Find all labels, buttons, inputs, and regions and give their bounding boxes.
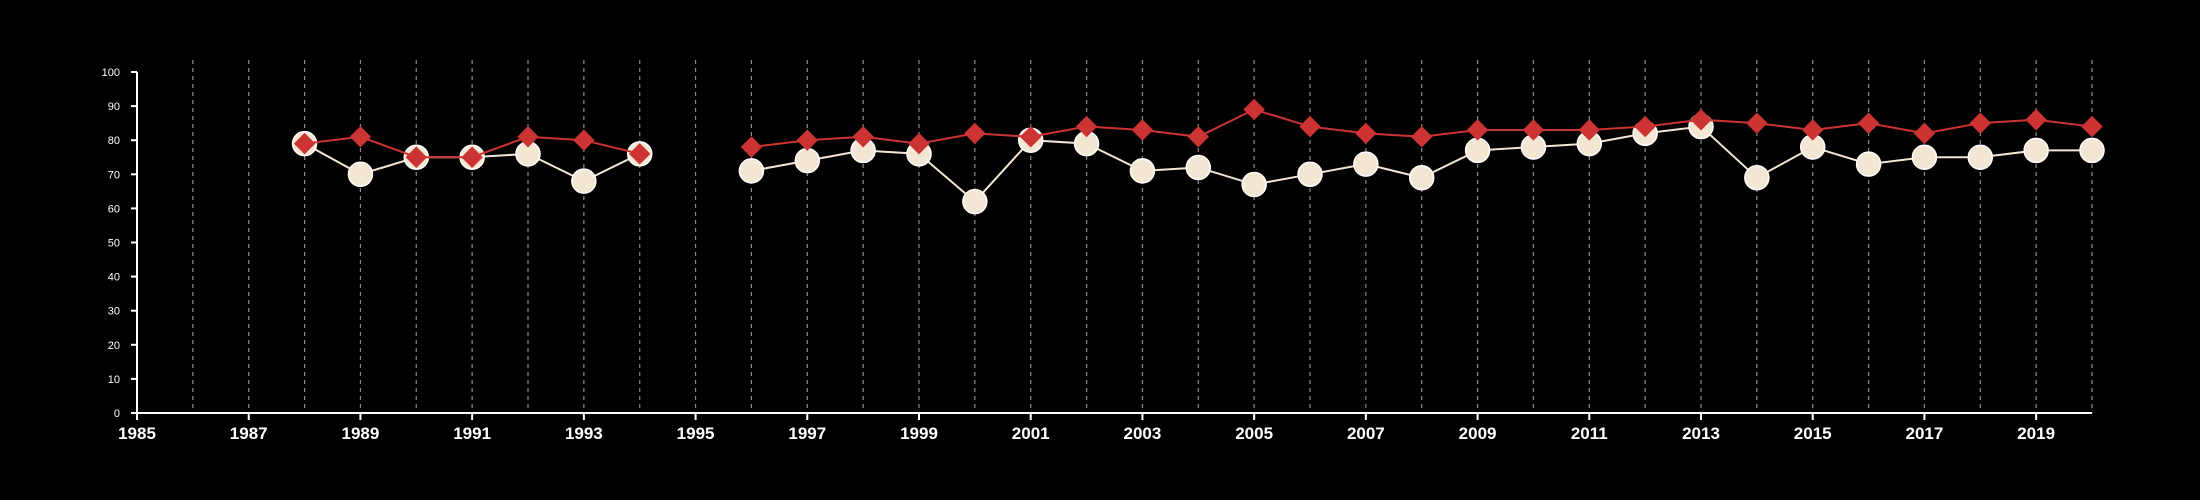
x-tick-label-2011: 2011: [1571, 424, 1608, 443]
point-diamond-2009: [1466, 119, 1489, 141]
x-tick-label-2015: 2015: [1794, 424, 1832, 443]
point-diamond-1992: [517, 126, 539, 148]
point-diamond-2020: [2081, 115, 2103, 138]
point-diamond-2002: [1075, 115, 1098, 138]
point-diamond-2010: [1522, 119, 1545, 141]
x-tick-label-2019: 2019: [2017, 424, 2055, 443]
vertical-grid: [192, 60, 2093, 413]
x-tick-label-2013: 2013: [1682, 424, 1720, 443]
point-diamond-2004: [1187, 126, 1209, 148]
point-diamond-2006: [1299, 115, 1321, 138]
point-diamond-2017: [1913, 122, 1936, 145]
point-diamond-2015: [1802, 119, 1824, 141]
point-circle-2020: [2079, 137, 2105, 164]
point-circle-2019: [2023, 137, 2049, 164]
point-circle-2018: [1967, 144, 1994, 170]
point-circle-2009: [1464, 137, 1491, 164]
x-tick-label-2009: 2009: [1459, 424, 1497, 443]
x-tick-label-1985: 1985: [118, 424, 156, 443]
point-diamond-1999: [908, 132, 930, 155]
point-circle-1989: [347, 161, 374, 188]
point-diamond-2016: [1857, 112, 1880, 134]
point-diamond-1993: [573, 129, 595, 151]
point-diamond-2001: [1020, 126, 1042, 148]
point-circle-2014: [1744, 164, 1770, 191]
point-diamond-2013: [1690, 109, 1712, 131]
y-tick-label-50: 50: [108, 238, 120, 250]
point-diamond-1994: [629, 143, 651, 165]
x-tick-label-1995: 1995: [677, 424, 715, 443]
y-axis-ticks: 0 10 20 30 40 50 60 70 80 90 100: [102, 67, 137, 420]
point-circle-2004: [1185, 154, 1212, 181]
point-diamond-1989: [349, 126, 372, 148]
point-diamond-2008: [1411, 126, 1433, 148]
point-circle-2005: [1241, 171, 1267, 198]
point-diamond-2003: [1131, 119, 1154, 141]
y-tick-label-20: 20: [108, 340, 120, 352]
y-tick-label-30: 30: [108, 306, 120, 318]
x-tick-label-1993: 1993: [565, 424, 603, 443]
series-group: [291, 98, 2105, 215]
point-circle-1996: [738, 158, 765, 184]
point-diamond-2019: [2025, 109, 2047, 131]
point-circle-2016: [1855, 151, 1882, 177]
x-tick-label-1987: 1987: [230, 424, 268, 443]
y-tick-label-100: 100: [102, 67, 120, 79]
point-diamond-2007: [1355, 122, 1377, 145]
axes: [136, 72, 2092, 414]
point-diamond-2005: [1243, 98, 1265, 121]
point-circle-2007: [1353, 151, 1379, 177]
x-tick-label-2003: 2003: [1124, 424, 1162, 443]
point-circle-2000: [962, 188, 988, 215]
point-diamond-1990: [405, 146, 427, 168]
point-diamond-2018: [1969, 112, 1991, 134]
point-circle-1997: [794, 147, 821, 174]
point-diamond-1988: [293, 132, 316, 155]
y-tick-label-80: 80: [108, 135, 120, 147]
point-circle-1993: [571, 168, 597, 194]
point-circle-2017: [1911, 144, 1938, 170]
point-circle-2008: [1408, 164, 1435, 191]
series-diamond: [293, 98, 2103, 168]
y-tick-label-70: 70: [108, 169, 120, 181]
x-tick-label-1989: 1989: [342, 424, 380, 443]
point-diamond-1996: [740, 136, 763, 158]
point-diamond-2014: [1746, 112, 1768, 134]
point-diamond-1991: [461, 146, 483, 168]
x-tick-label-1999: 1999: [900, 424, 938, 443]
point-diamond-2012: [1634, 115, 1656, 138]
y-tick-label-60: 60: [108, 203, 120, 215]
x-tick-label-2001: 2001: [1012, 424, 1050, 443]
x-tick-label-2007: 2007: [1347, 424, 1385, 443]
x-tick-label-1997: 1997: [788, 424, 826, 443]
point-diamond-1997: [796, 129, 818, 151]
x-tick-label-1991: 1991: [453, 424, 491, 443]
point-diamond-1998: [852, 126, 874, 148]
point-circle-2003: [1129, 158, 1156, 184]
x-axis-ticks: 1985 1987 1989 1991 1993 1995 1997 1999 2001 2003…: [118, 413, 2055, 443]
y-tick-label-0: 0: [114, 408, 120, 420]
x-tick-label-2005: 2005: [1235, 424, 1273, 443]
point-diamond-2000: [964, 122, 986, 145]
point-circle-2006: [1297, 161, 1323, 188]
y-tick-label-90: 90: [108, 101, 120, 113]
y-tick-label-40: 40: [108, 272, 120, 284]
x-tick-label-2017: 2017: [1906, 424, 1944, 443]
y-tick-label-10: 10: [108, 374, 120, 386]
point-diamond-2011: [1578, 119, 1600, 141]
